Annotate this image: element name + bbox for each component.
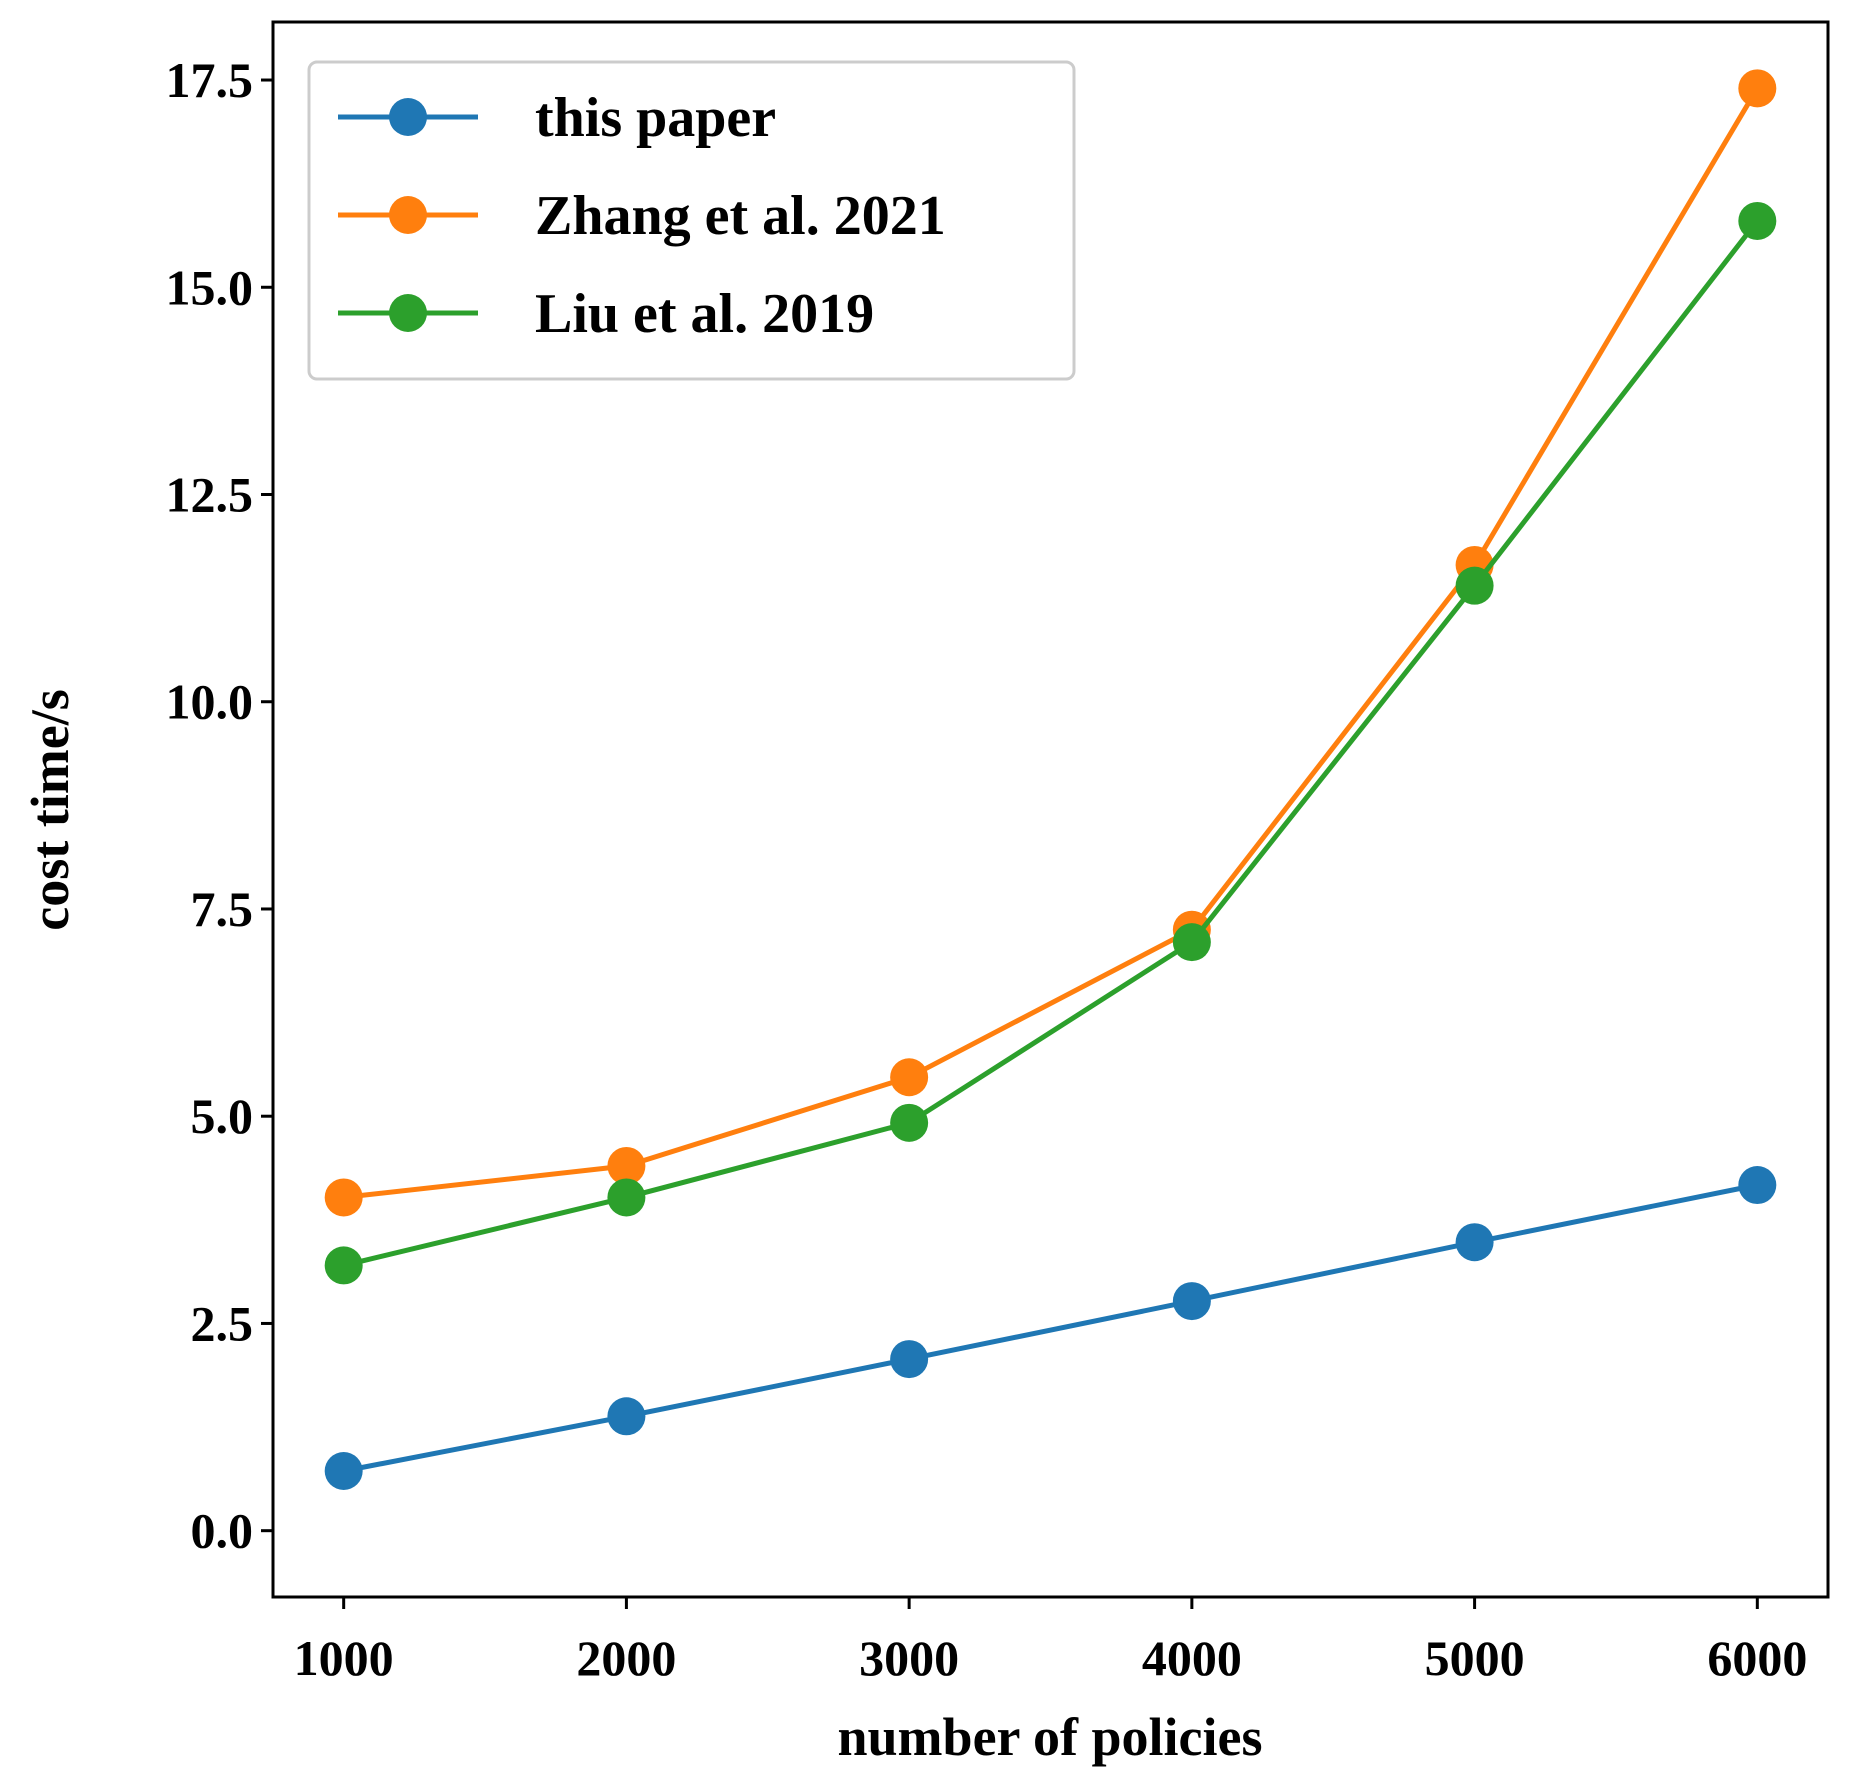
legend: this paper Zhang et al. 2021 Liu et al. 20… xyxy=(307,60,1076,381)
y-tick-label: 15.0 xyxy=(166,259,254,315)
legend-label: Liu et al. 2019 xyxy=(535,283,874,345)
data-point xyxy=(890,1340,929,1379)
y-tick-label: 0.0 xyxy=(191,1503,254,1559)
data-point xyxy=(1738,69,1777,108)
legend-label: Zhang et al. 2021 xyxy=(535,185,946,247)
series-this-paper xyxy=(324,1166,1777,1490)
data-point xyxy=(1738,201,1777,240)
data-point xyxy=(1455,1223,1494,1262)
legend-marker xyxy=(389,294,427,332)
legend-marker xyxy=(389,196,427,234)
data-point xyxy=(607,1397,646,1436)
legend-entry: Zhang et al. 2021 xyxy=(338,185,946,247)
y-tick-label: 5.0 xyxy=(191,1088,254,1144)
x-axis-title: number of policies xyxy=(837,1707,1262,1767)
x-tick-label: 2000 xyxy=(576,1630,676,1686)
x-tick-label: 6000 xyxy=(1707,1630,1807,1686)
y-tick-label: 2.5 xyxy=(191,1295,254,1351)
series-line xyxy=(343,87,1760,1200)
y-axis-title: cost time/s xyxy=(20,689,80,930)
data-point xyxy=(607,1146,646,1185)
y-tick-label: 17.5 xyxy=(166,52,254,108)
legend-entry: Liu et al. 2019 xyxy=(338,283,874,345)
x-axis: 1000 2000 3000 4000 5000 6000 xyxy=(294,1597,1807,1686)
data-point xyxy=(324,1178,363,1217)
data-point xyxy=(1172,1282,1211,1321)
series-line xyxy=(343,1182,1758,1474)
series-line xyxy=(343,219,1760,1268)
y-axis: 0.0 2.5 5.0 7.5 10.0 12.5 15.0 17.5 xyxy=(166,52,273,1559)
y-tick-label: 7.5 xyxy=(191,881,254,937)
x-tick-label: 4000 xyxy=(1142,1630,1242,1686)
data-point xyxy=(1738,1166,1777,1205)
data-point xyxy=(1455,566,1494,605)
y-tick-label: 12.5 xyxy=(166,467,254,523)
legend-marker xyxy=(389,98,427,136)
data-point xyxy=(324,1246,363,1285)
x-tick-label: 5000 xyxy=(1425,1630,1525,1686)
legend-box xyxy=(307,60,1076,381)
legend-label: this paper xyxy=(535,87,776,149)
data-point xyxy=(607,1178,646,1217)
data-point xyxy=(1172,923,1211,962)
legend-entry: this paper xyxy=(338,87,776,149)
data-point xyxy=(890,1103,929,1142)
series-layer xyxy=(324,69,1777,1490)
x-tick-label: 3000 xyxy=(859,1630,959,1686)
y-tick-label: 10.0 xyxy=(166,674,254,730)
x-tick-label: 1000 xyxy=(294,1630,394,1686)
series-liu-et-al-2019 xyxy=(324,201,1777,1285)
data-point xyxy=(890,1058,929,1097)
data-point xyxy=(324,1452,363,1490)
